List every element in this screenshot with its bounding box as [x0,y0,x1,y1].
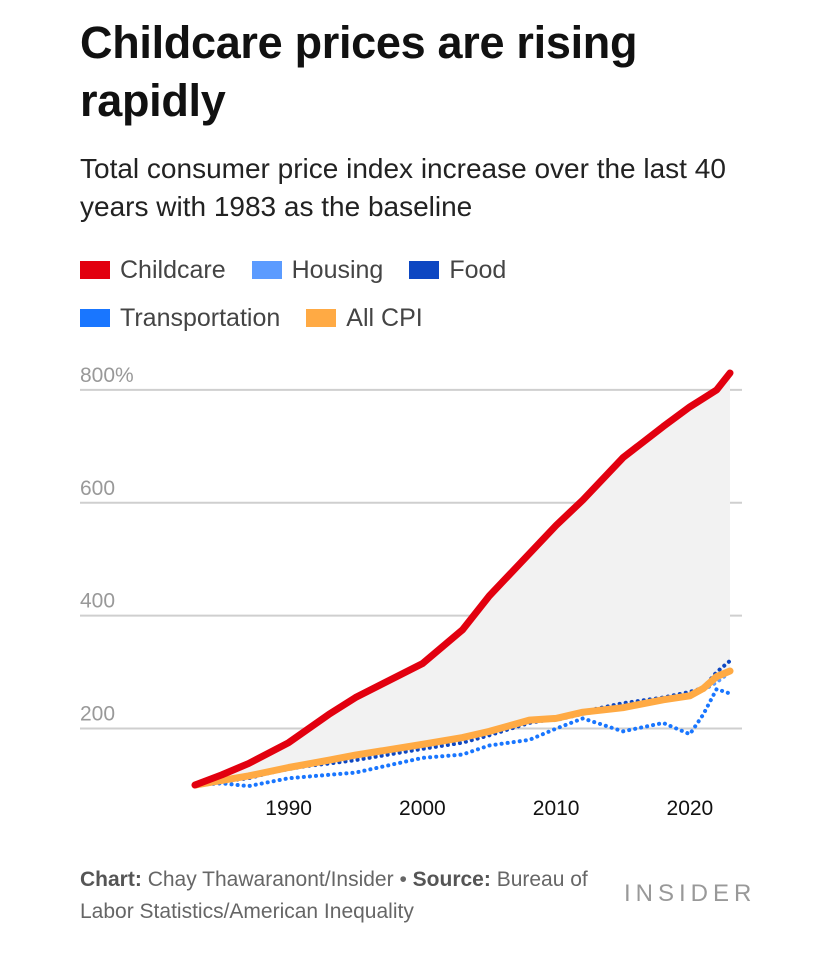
bullet-separator: • [399,868,407,891]
legend-swatch-food [409,261,440,279]
x-tick-label-2020: 2020 [667,797,714,820]
line-chart: 200 400 600 800% 1990 2000 2010 2020 [80,364,742,820]
legend-swatch-transportation [80,309,110,327]
legend-label-transportation: Transportation [120,303,281,332]
legend-item-transportation: Transportation [80,304,280,333]
legend-label-food: Food [449,255,507,284]
source-label: Source: [412,868,491,891]
legend-label-childcare: Childcare [120,255,226,284]
legend-swatch-all-cpi [306,309,337,327]
chart-credit-author: Chay Thawaranont/Insider [147,868,394,891]
chart-legend: Childcare Housing Food Transportation Al… [80,246,780,342]
y-tick-label-400: 400 [80,590,115,613]
series-line-transportation [193,687,732,789]
legend-swatch-childcare [80,261,110,279]
legend-item-housing: Housing [251,255,384,285]
source-text: Bureau of Labor Statistics/American Ineq… [80,868,588,923]
legend-label-all-cpi: All CPI [346,303,423,332]
childcare-cpi-gap-area [195,373,730,785]
y-tick-label-600: 600 [80,477,115,500]
series-lines [191,369,734,789]
series-line-childcare [191,369,734,789]
legend-item-childcare: Childcare [80,256,226,285]
axis-ticks: 200 400 600 800% 1990 2000 2010 2020 [80,364,713,820]
y-tick-label-800: 800% [80,364,134,387]
x-tick-label-2010: 2010 [533,797,580,820]
y-tick-label-200: 200 [80,703,115,726]
x-tick-label-1990: 1990 [265,797,312,820]
chart-credits: Chart: Chay Thawaranont/Insider • Source… [80,864,620,928]
shaded-area [195,373,730,785]
legend-item-all-cpi: All CPI [306,303,423,333]
legend-row: Childcare Housing Food [80,246,780,294]
legend-item-food: Food [409,256,506,285]
x-tick-label-2000: 2000 [399,797,446,820]
series-line-all-cpi [191,667,734,789]
chart-subtitle: Total consumer price index increase over… [80,153,726,222]
legend-row: Transportation All CPI [80,294,780,342]
chart-credit-label: Chart: [80,868,142,891]
legend-swatch-housing [251,261,282,279]
legend-label-housing: Housing [291,255,384,284]
chart-title: Childcare prices are rising rapidly [80,17,638,126]
insider-logo: INSIDER [624,880,757,907]
